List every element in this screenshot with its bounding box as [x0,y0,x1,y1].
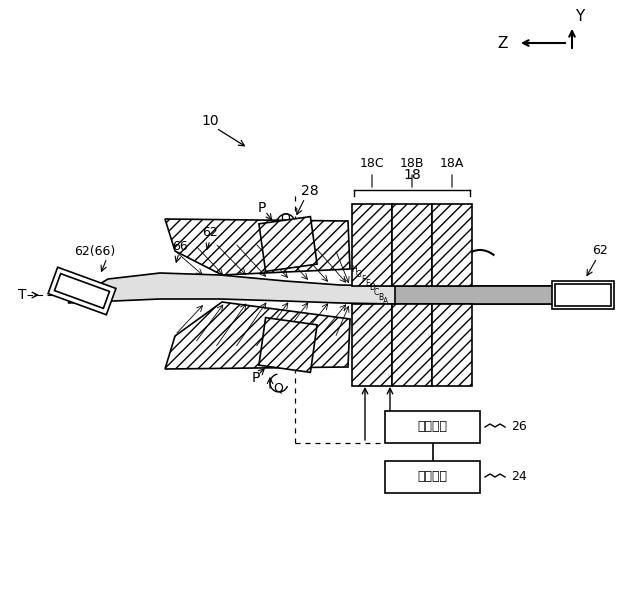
Text: P: P [258,201,266,215]
Bar [259,317,317,372]
Text: B: B [378,293,383,301]
Polygon shape [165,302,350,369]
Text: P: P [252,371,260,385]
Bar [432,204,472,286]
Text: 62(66): 62(66) [75,245,115,258]
Text: 18C: 18C [360,157,384,170]
Text: Q: Q [280,212,290,225]
Text: D: D [369,284,375,293]
Bar [392,304,432,386]
Polygon shape [165,219,350,275]
Text: T: T [18,288,26,302]
Bar [552,281,614,309]
Bar [259,217,317,271]
Text: 62: 62 [592,245,608,258]
Text: 18A: 18A [440,157,464,170]
Text: H: H [351,265,357,274]
Bar [432,304,472,386]
Text: 28: 28 [301,184,319,198]
Text: 10: 10 [201,114,219,128]
Text: F: F [361,274,365,284]
Bar [555,284,611,306]
Text: 18B: 18B [400,157,424,170]
Bar [385,411,480,443]
Text: Y: Y [575,9,584,24]
Bar [352,204,392,286]
Text: C: C [374,288,379,297]
Text: 66: 66 [172,239,188,252]
Bar [54,274,110,309]
Bar [392,204,432,286]
Polygon shape [395,286,555,304]
Polygon shape [68,273,555,304]
Text: G: G [355,270,362,279]
Text: 62: 62 [202,226,218,239]
Text: 26: 26 [511,421,527,434]
Text: E: E [365,279,370,288]
Text: 24: 24 [511,470,527,483]
Text: 駅動装置: 駅動装置 [417,421,447,434]
Text: Z: Z [498,35,508,50]
Bar [352,304,392,386]
Bar [48,267,116,315]
Text: 18: 18 [403,168,421,182]
Text: A: A [383,297,388,306]
Bar [385,461,480,493]
Text: Q: Q [273,382,283,395]
Text: 制御装置: 制御装置 [417,470,447,483]
